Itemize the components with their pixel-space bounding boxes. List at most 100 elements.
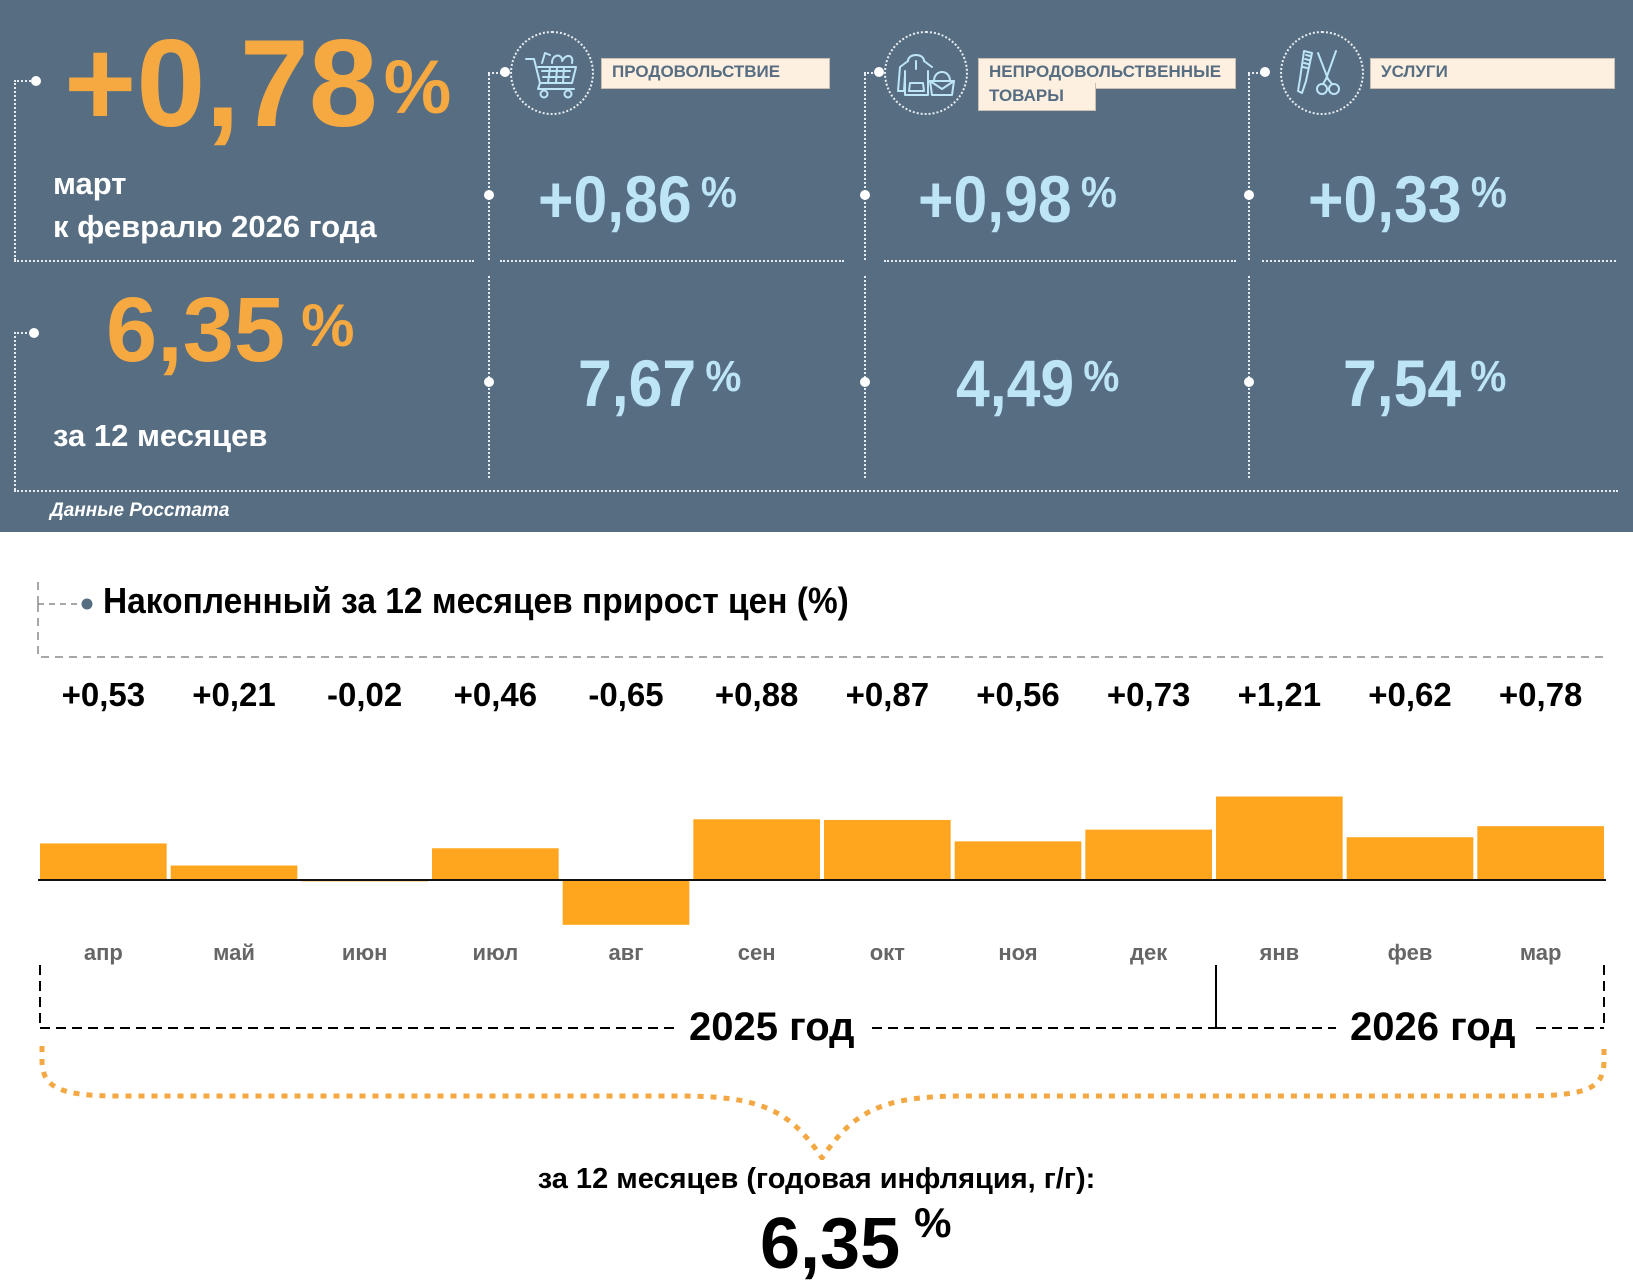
annual-inflation-number: 6,35	[106, 279, 286, 381]
month-label-дек: дек	[1130, 940, 1168, 965]
divider-line	[884, 260, 1236, 262]
nonfood-icon-circle	[884, 31, 968, 115]
connector-line	[14, 80, 16, 260]
annual-summary-value: 6,35%	[760, 1199, 952, 1285]
nonfood-category-text-line2: ТОВАРЫ	[989, 86, 1064, 105]
food-icon-circle	[510, 31, 594, 115]
connector-line	[488, 74, 490, 260]
nonfood-category-label-line2: ТОВАРЫ	[978, 83, 1096, 111]
percent-sign: %	[914, 1199, 952, 1246]
percent-sign: %	[700, 168, 737, 217]
bar-май	[170, 865, 298, 880]
value-label-авг: -0,65	[588, 676, 664, 713]
services-monthly-number: +0,33	[1308, 162, 1462, 236]
summary-brace	[39, 1046, 1607, 1160]
food-category-text: ПРОДОВОЛЬСТВИЕ	[612, 62, 781, 81]
month-label-окт: окт	[869, 940, 905, 965]
nonfood-monthly-number: +0,98	[918, 162, 1072, 236]
nonfood-annual-number: 4,49	[956, 346, 1075, 420]
divider-line	[1262, 260, 1616, 262]
chart-title-connector	[37, 580, 1606, 658]
bar-янв	[1216, 796, 1343, 880]
connector-node	[860, 190, 870, 200]
percent-sign: %	[1470, 352, 1507, 401]
summary-panel: +0,78% март к февралю 2026 года 6,35% за…	[0, 0, 1633, 532]
food-annual-number: 7,67	[578, 346, 697, 420]
clothing-bag-icon	[897, 54, 955, 96]
comb-scissors-icon	[1297, 50, 1340, 95]
value-label-янв: +1,21	[1237, 676, 1322, 713]
services-monthly-value: +0,33%	[1308, 166, 1507, 232]
connector-line	[864, 74, 866, 260]
monthly-caption-line1: март	[53, 166, 127, 201]
connector-line	[14, 332, 16, 490]
month-label-май: май	[213, 940, 255, 965]
connector-node	[484, 377, 494, 387]
value-label-июн: -0,02	[327, 676, 403, 713]
month-label-ноя: ноя	[998, 940, 1038, 965]
divider-line	[14, 260, 474, 262]
bar-сен	[693, 819, 820, 880]
connector-line	[488, 72, 506, 74]
connector-line	[14, 332, 34, 334]
percent-sign: %	[1080, 168, 1117, 217]
connector-node	[500, 67, 510, 77]
connector-node	[860, 377, 870, 387]
month-label-авг: авг	[608, 940, 644, 965]
value-label-дек: +0,73	[1106, 676, 1191, 713]
percent-sign: %	[1083, 352, 1120, 401]
bar-мар	[1477, 826, 1604, 880]
month-label-янв: янв	[1259, 940, 1300, 965]
value-label-мар: +0,78	[1498, 676, 1583, 713]
services-annual-number: 7,54	[1343, 346, 1462, 420]
bar-дек	[1085, 829, 1212, 880]
connector-node	[1244, 377, 1254, 387]
connector-node	[874, 67, 884, 77]
month-label-фев: фев	[1387, 940, 1433, 965]
percent-sign: %	[383, 45, 452, 130]
monthly-inflation-value: +0,78%	[64, 22, 451, 146]
month-label-мар: мар	[1519, 940, 1562, 965]
bar-окт	[824, 819, 951, 880]
bar-фев	[1346, 837, 1474, 880]
annual-inflation-value: 6,35%	[106, 284, 354, 376]
bar-ноя	[954, 841, 1082, 880]
bar-июл	[432, 848, 559, 880]
value-label-окт: +0,87	[845, 676, 930, 713]
connector-line	[1248, 72, 1266, 74]
bar-апр	[40, 843, 167, 880]
food-annual-value: 7,67%	[578, 350, 741, 416]
services-annual-value: 7,54%	[1343, 350, 1506, 416]
services-category-text: УСЛУГИ	[1381, 62, 1448, 81]
services-category-label: УСЛУГИ	[1370, 58, 1615, 89]
nonfood-annual-value: 4,49%	[956, 350, 1119, 416]
year-label-2025: 2025 год	[675, 1005, 869, 1050]
percent-sign: %	[1470, 168, 1507, 217]
percent-sign: %	[705, 352, 742, 401]
value-label-июл: +0,46	[453, 676, 538, 713]
bar-июн	[301, 880, 428, 882]
divider-line	[14, 490, 1618, 492]
shopping-cart-icon	[525, 52, 577, 99]
value-label-апр: +0,53	[61, 676, 146, 713]
month-label-апр: апр	[83, 940, 123, 965]
food-category-label: ПРОДОВОЛЬСТВИЕ	[601, 58, 830, 89]
value-label-май: +0,21	[192, 676, 276, 713]
connector-line	[1248, 74, 1250, 260]
connector-node	[1244, 190, 1254, 200]
title-node	[81, 598, 93, 610]
connector-node	[31, 76, 41, 86]
value-label-сен: +0,88	[714, 676, 799, 713]
connector-node	[484, 190, 494, 200]
percent-sign: %	[301, 292, 355, 359]
year-label-2026: 2026 год	[1336, 1005, 1530, 1050]
annual-summary-caption: за 12 месяцев (годовая инфляция, г/г):	[537, 1163, 1096, 1195]
value-label-фев: +0,62	[1368, 676, 1452, 713]
data-source: Данные Росстата	[50, 500, 230, 521]
bar-авг	[562, 880, 690, 925]
food-monthly-value: +0,86%	[538, 166, 737, 232]
month-label-июн: июн	[341, 940, 388, 965]
annual-summary-number: 6,35	[760, 1204, 901, 1284]
value-label-ноя: +0,56	[976, 676, 1060, 713]
monthly-caption-line2: к февралю 2026 года	[53, 209, 377, 244]
